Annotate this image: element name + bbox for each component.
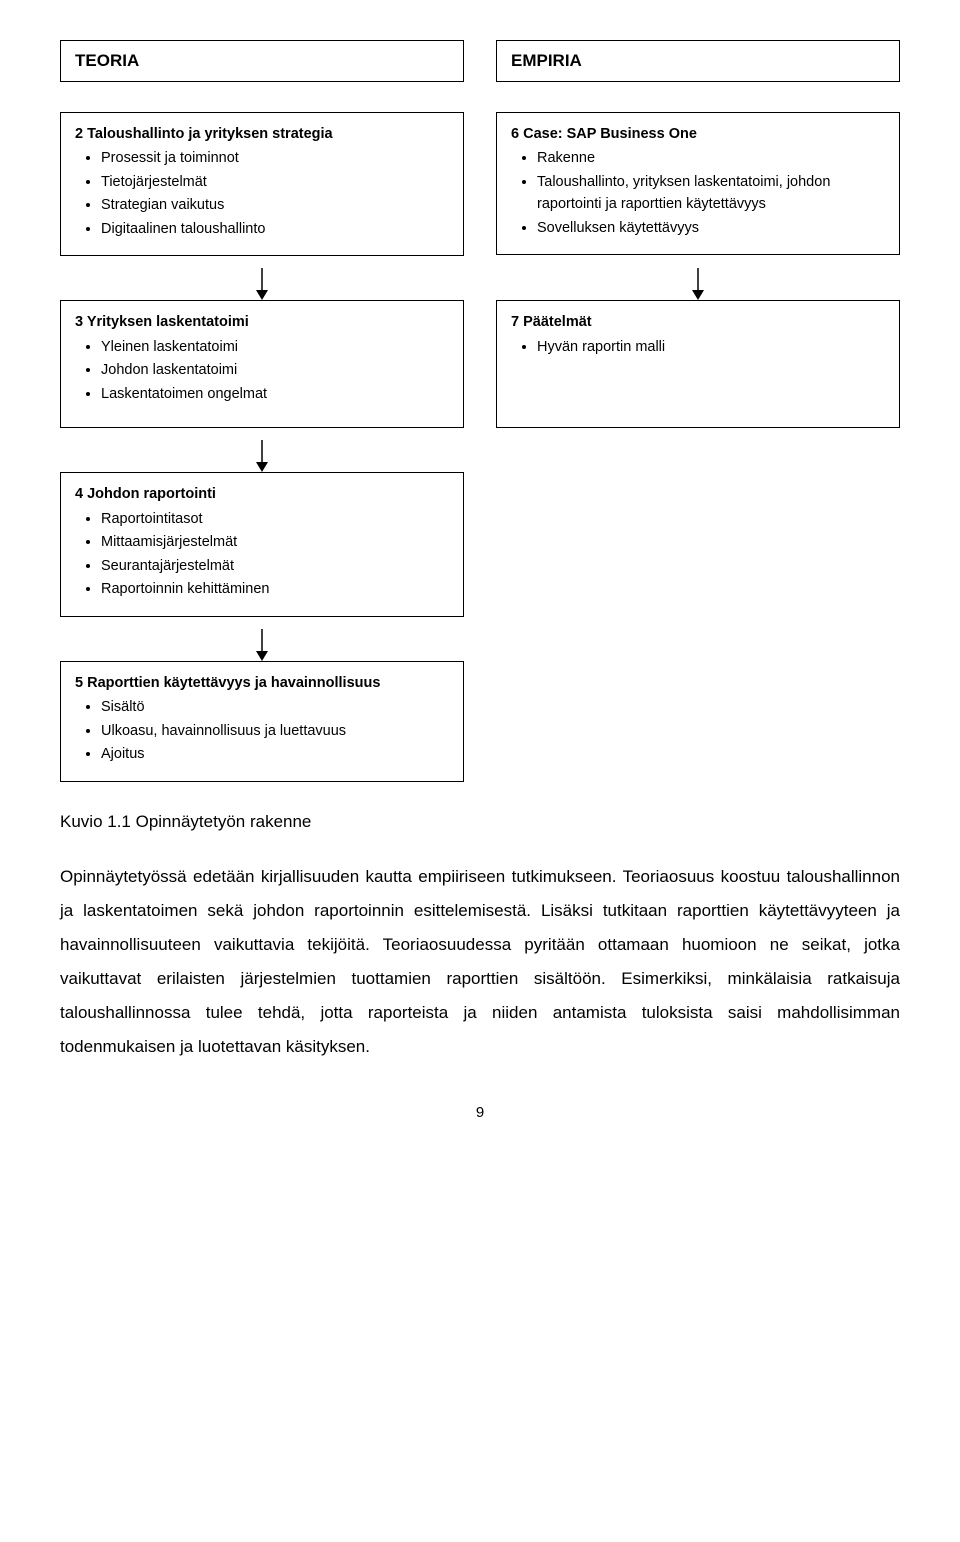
col-right-7: 7 Päätelmät Hyvän raportin malli [496, 300, 900, 428]
list-item: Rakenne [537, 147, 885, 169]
arrow-2-to-3 [60, 268, 464, 300]
page-number: 9 [60, 1104, 900, 1121]
arrow-down-icon [690, 268, 706, 300]
header-left-col: TEORIA [60, 40, 464, 100]
arrow-row-1 [60, 268, 900, 300]
arrow-4-to-5 [60, 629, 464, 661]
node-2-list: Prosessit ja toiminnot Tietojärjestelmät… [75, 147, 449, 240]
node-6: 6 Case: SAP Business One Rakenne Taloush… [496, 112, 900, 255]
list-item: Raportointitasot [101, 508, 449, 530]
col-left-3: 3 Yrityksen laskentatoimi Yleinen lasken… [60, 300, 464, 428]
list-item: Taloushallinto, yrityksen laskentatoimi,… [537, 171, 885, 216]
arrow-down-icon [254, 268, 270, 300]
row-5: 5 Raporttien käytettävyys ja havainnolli… [60, 661, 900, 782]
node-4: 4 Johdon raportointi Raportointitasot Mi… [60, 472, 464, 616]
arrow-row-2 [60, 440, 900, 472]
node-7-list: Hyvän raportin malli [511, 336, 885, 358]
list-item: Digitaalinen taloushallinto [101, 218, 449, 240]
list-item: Ulkoasu, havainnollisuus ja luettavuus [101, 720, 449, 742]
header-teoria: TEORIA [60, 40, 464, 82]
col-left-2: 2 Taloushallinto ja yrityksen strategia … [60, 112, 464, 256]
col-right-6: 6 Case: SAP Business One Rakenne Taloush… [496, 112, 900, 256]
arrow-spacer-right-2 [496, 629, 900, 661]
header-empiria: EMPIRIA [496, 40, 900, 82]
node-3-list: Yleinen laskentatoimi Johdon laskentatoi… [75, 336, 449, 405]
arrow-down-icon [254, 440, 270, 472]
node-3: 3 Yrityksen laskentatoimi Yleinen lasken… [60, 300, 464, 428]
list-item: Yleinen laskentatoimi [101, 336, 449, 358]
body-paragraph: Opinnäytetyössä edetään kirjallisuuden k… [60, 860, 900, 1064]
list-item: Seurantajärjestelmät [101, 555, 449, 577]
list-item: Ajoitus [101, 743, 449, 765]
node-4-list: Raportointitasot Mittaamisjärjestelmät S… [75, 508, 449, 601]
header-right-col: EMPIRIA [496, 40, 900, 100]
arrow-3-to-4 [60, 440, 464, 472]
list-item: Prosessit ja toiminnot [101, 147, 449, 169]
arrow-down-icon [254, 629, 270, 661]
list-item: Hyvän raportin malli [537, 336, 885, 358]
node-6-title: 6 Case: SAP Business One [511, 123, 885, 145]
header-row: TEORIA EMPIRIA [60, 40, 900, 100]
node-2: 2 Taloushallinto ja yrityksen strategia … [60, 112, 464, 256]
list-item: Mittaamisjärjestelmät [101, 531, 449, 553]
row-4: 4 Johdon raportointi Raportointitasot Mi… [60, 472, 900, 616]
list-item: Johdon laskentatoimi [101, 359, 449, 381]
arrow-spacer-right-1 [496, 440, 900, 472]
node-7: 7 Päätelmät Hyvän raportin malli [496, 300, 900, 428]
node-2-title: 2 Taloushallinto ja yrityksen strategia [75, 123, 449, 145]
col-right-spacer-5 [496, 661, 900, 782]
list-item: Sovelluksen käytettävyys [537, 217, 885, 239]
node-3-title: 3 Yrityksen laskentatoimi [75, 311, 449, 333]
node-6-list: Rakenne Taloushallinto, yrityksen lasken… [511, 147, 885, 239]
node-7-title: 7 Päätelmät [511, 311, 885, 333]
figure-caption: Kuvio 1.1 Opinnäytetyön rakenne [60, 812, 900, 832]
row-2-6: 2 Taloushallinto ja yrityksen strategia … [60, 112, 900, 256]
list-item: Raportoinnin kehittäminen [101, 578, 449, 600]
arrow-6-to-7 [496, 268, 900, 300]
node-5-list: Sisältö Ulkoasu, havainnollisuus ja luet… [75, 696, 449, 765]
col-left-4: 4 Johdon raportointi Raportointitasot Mi… [60, 472, 464, 616]
arrow-row-3 [60, 629, 900, 661]
node-5: 5 Raporttien käytettävyys ja havainnolli… [60, 661, 464, 782]
list-item: Laskentatoimen ongelmat [101, 383, 449, 405]
list-item: Strategian vaikutus [101, 194, 449, 216]
col-right-spacer-4 [496, 472, 900, 616]
node-4-title: 4 Johdon raportointi [75, 483, 449, 505]
row-3-7: 3 Yrityksen laskentatoimi Yleinen lasken… [60, 300, 900, 428]
list-item: Tietojärjestelmät [101, 171, 449, 193]
col-left-5: 5 Raporttien käytettävyys ja havainnolli… [60, 661, 464, 782]
list-item: Sisältö [101, 696, 449, 718]
node-5-title: 5 Raporttien käytettävyys ja havainnolli… [75, 672, 449, 694]
